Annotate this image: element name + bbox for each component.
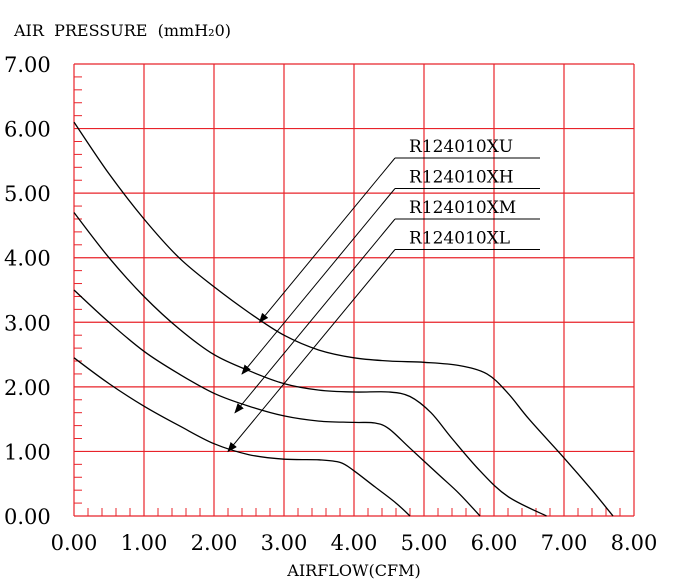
x-axis-title: AIRFLOW(CFM) — [286, 561, 420, 580]
x-tick-label: 2.00 — [191, 531, 238, 555]
series-line-r124010xl — [73, 357, 411, 517]
grid — [73, 63, 635, 517]
y-tick-label: 4.00 — [4, 247, 51, 271]
legend-leader-arrow — [241, 188, 396, 375]
legend-label-r124010xl: R124010XL — [409, 229, 510, 249]
series-line-r124010xh — [73, 212, 547, 517]
x-tick-label: 8.00 — [611, 531, 658, 555]
legend-leader-arrow — [227, 249, 396, 453]
curves — [73, 121, 614, 517]
x-tick-label: 6.00 — [471, 531, 518, 555]
x-tick-label: 1.00 — [121, 531, 168, 555]
tick-labels: 0.00 1.00 2.00 3.00 4.00 5.00 6.00 7.00 8.00 0.00… — [4, 53, 657, 555]
y-tick-label: 2.00 — [4, 376, 51, 400]
y-tick-label: 5.00 — [4, 182, 51, 206]
legend-label-r124010xu: R124010XU — [409, 137, 513, 157]
legend-label-r124010xh: R124010XH — [409, 168, 514, 188]
legend-leader-arrow — [258, 157, 396, 324]
y-tick-label: 0.00 — [4, 505, 51, 529]
x-tick-label: 3.00 — [261, 531, 308, 555]
y-tick-label: 1.00 — [4, 440, 51, 464]
x-tick-label: 4.00 — [331, 531, 378, 555]
legend-label-r124010xm: R124010XM — [409, 198, 516, 218]
y-tick-label: 3.00 — [4, 311, 51, 335]
x-tick-label: 0.00 — [51, 531, 98, 555]
legend-leader-arrow — [234, 218, 396, 414]
y-tick-label: 7.00 — [4, 53, 51, 77]
y-tick-label: 6.00 — [4, 118, 51, 142]
x-tick-label: 7.00 — [541, 531, 588, 555]
series-line-r124010xu — [73, 121, 614, 517]
minor-ticks — [74, 76, 621, 516]
x-tick-label: 5.00 — [401, 531, 448, 555]
legend: R124010XU R124010XH R124010XM R124010XL — [227, 137, 540, 453]
series-line-r124010xm — [73, 289, 481, 517]
y-axis-title: AIR PRESSURE (mmH₂0) — [13, 21, 231, 40]
